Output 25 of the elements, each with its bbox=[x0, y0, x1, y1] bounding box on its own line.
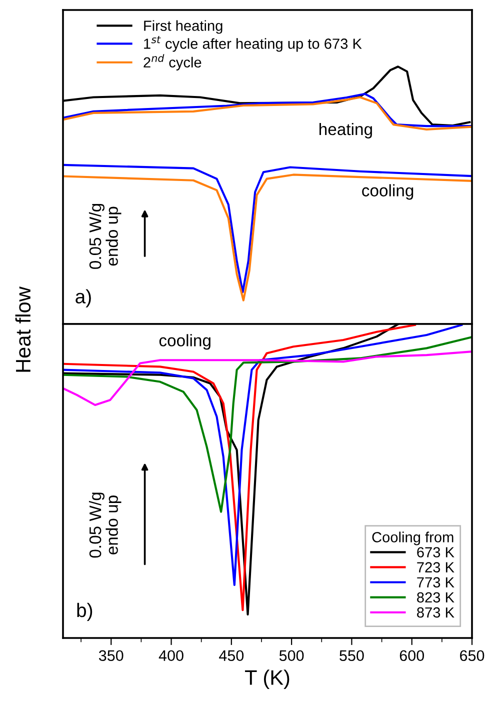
x-tick-label: 500 bbox=[279, 650, 304, 662]
legend-label: 723 K bbox=[417, 562, 454, 572]
annotation: heating bbox=[320, 122, 372, 138]
annotation: cooling bbox=[362, 184, 414, 200]
legend-label: 673 K bbox=[417, 547, 454, 558]
x-tick-label: 350 bbox=[98, 650, 124, 662]
legend-label: First heating bbox=[144, 20, 222, 34]
legend-label: 823 K bbox=[417, 592, 454, 603]
annotation: a) bbox=[76, 289, 91, 308]
x-tick-label: 650 bbox=[460, 650, 484, 662]
x-tick-label: 400 bbox=[158, 650, 184, 662]
x-tick-label: 450 bbox=[219, 650, 244, 662]
annotation: cooling bbox=[159, 334, 210, 350]
x-tick-label: 600 bbox=[400, 650, 424, 662]
y-axis-title: Heat flow bbox=[15, 286, 31, 372]
legend-label: 1$^{st}$ cycle after heating up to 673 K bbox=[144, 36, 362, 52]
annotation: b) bbox=[77, 602, 92, 621]
legend-label: 2$^{nd}$ cycle bbox=[144, 54, 202, 70]
legend-label: 773 K bbox=[417, 577, 454, 588]
x-axis-title: T (K) bbox=[245, 670, 290, 690]
x-tick-label: 550 bbox=[340, 650, 364, 662]
legend-title: Cooling from bbox=[372, 532, 454, 546]
legend-label: 873 K bbox=[417, 607, 454, 618]
annotation: 0.05 W/g endo up bbox=[88, 204, 122, 269]
annotation: 0.05 W/g endo up bbox=[88, 492, 122, 558]
